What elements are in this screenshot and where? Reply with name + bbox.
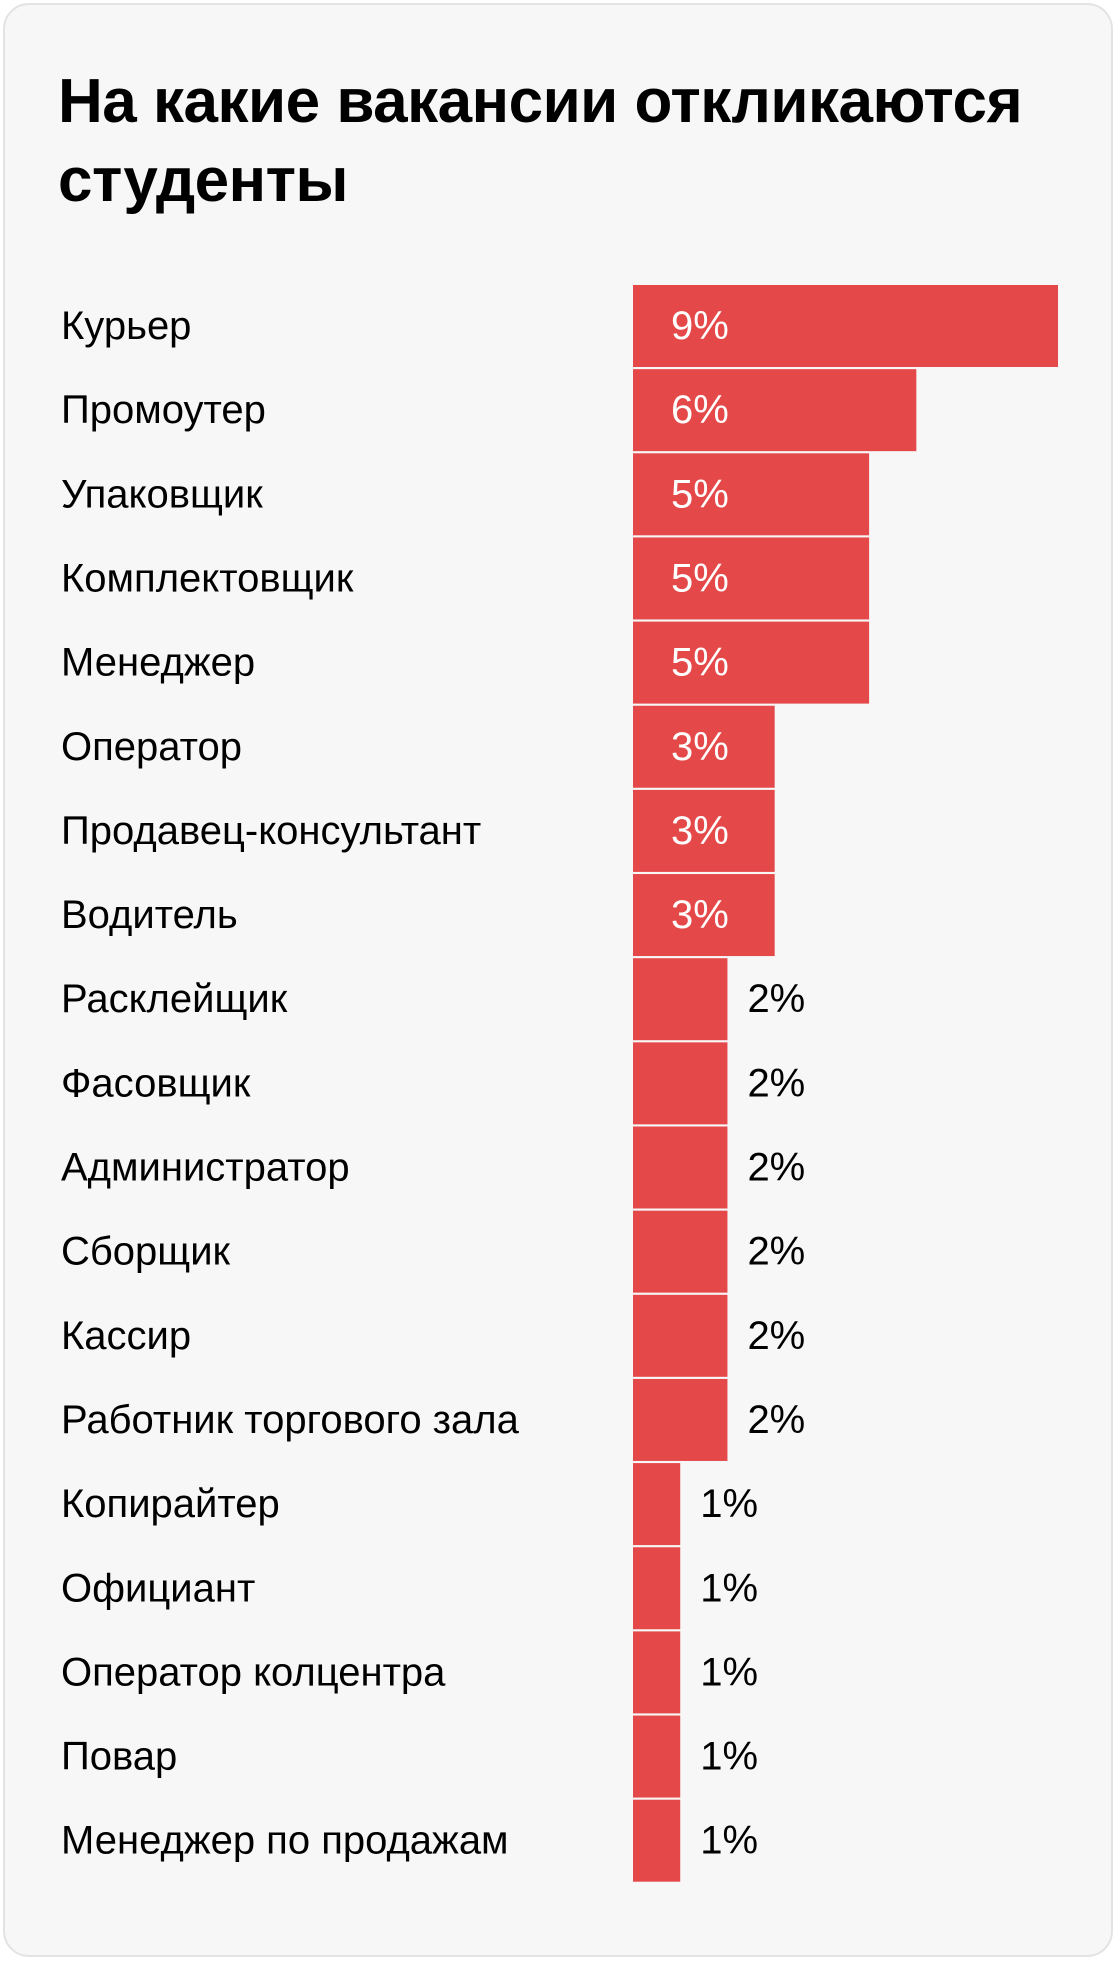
value-label: 3% bbox=[671, 725, 729, 769]
bar bbox=[633, 453, 870, 536]
bar bbox=[633, 1378, 728, 1461]
category-label: Кассир bbox=[61, 1314, 191, 1358]
value-label: 5% bbox=[671, 641, 729, 685]
category-label: Повар bbox=[61, 1735, 177, 1779]
category-label: Оператор колцентра bbox=[61, 1650, 446, 1694]
value-label: 2% bbox=[747, 1146, 805, 1190]
category-label: Сборщик bbox=[61, 1230, 231, 1274]
value-label: 1% bbox=[700, 1650, 758, 1694]
category-label: Менеджер по продажам bbox=[61, 1819, 509, 1863]
value-label: 2% bbox=[747, 1061, 805, 1105]
bar bbox=[633, 874, 775, 957]
bar bbox=[633, 1042, 728, 1125]
bar bbox=[633, 1126, 728, 1209]
category-label: Упаковщик bbox=[61, 472, 263, 516]
category-label: Менеджер bbox=[61, 641, 255, 685]
value-label: 1% bbox=[700, 1566, 758, 1610]
category-label: Комплектовщик bbox=[61, 556, 354, 600]
bar bbox=[633, 285, 1058, 367]
value-label: 5% bbox=[671, 472, 729, 516]
bar bbox=[633, 1631, 681, 1714]
bar bbox=[633, 1294, 728, 1377]
category-label: Администратор bbox=[61, 1146, 350, 1190]
value-label: 2% bbox=[747, 1398, 805, 1442]
chart-title: На какие вакансии откликаются студенты bbox=[58, 67, 1023, 215]
category-label: Водитель bbox=[61, 893, 238, 937]
category-label: Копирайтер bbox=[61, 1482, 280, 1526]
category-label: Фасовщик bbox=[61, 1061, 251, 1105]
bar bbox=[633, 958, 728, 1041]
bar bbox=[633, 1799, 681, 1882]
value-label: 6% bbox=[671, 388, 729, 432]
bar bbox=[633, 1715, 681, 1798]
category-label: Курьер bbox=[61, 304, 191, 348]
bar bbox=[633, 369, 917, 452]
value-label: 2% bbox=[747, 977, 805, 1021]
category-label: Работник торгового зала bbox=[61, 1398, 520, 1442]
category-label: Официант bbox=[61, 1566, 255, 1610]
value-label: 1% bbox=[700, 1819, 758, 1863]
bar bbox=[633, 789, 775, 872]
category-label: Продавец-консультант bbox=[61, 809, 481, 853]
bar bbox=[633, 621, 870, 704]
value-label: 1% bbox=[700, 1735, 758, 1779]
bar bbox=[633, 1463, 681, 1546]
value-label: 3% bbox=[671, 809, 729, 853]
value-label: 5% bbox=[671, 556, 729, 600]
category-label: Промоутер bbox=[61, 388, 266, 432]
bar bbox=[633, 1210, 728, 1293]
bar bbox=[633, 1547, 681, 1630]
category-label: Оператор bbox=[61, 725, 242, 769]
category-label: Расклейщик bbox=[61, 977, 288, 1021]
value-label: 2% bbox=[747, 1230, 805, 1274]
value-label: 3% bbox=[671, 893, 729, 937]
bar bbox=[633, 705, 775, 788]
bar bbox=[633, 537, 870, 620]
value-label: 1% bbox=[700, 1482, 758, 1526]
value-label: 2% bbox=[747, 1314, 805, 1358]
value-label: 9% bbox=[671, 304, 729, 348]
